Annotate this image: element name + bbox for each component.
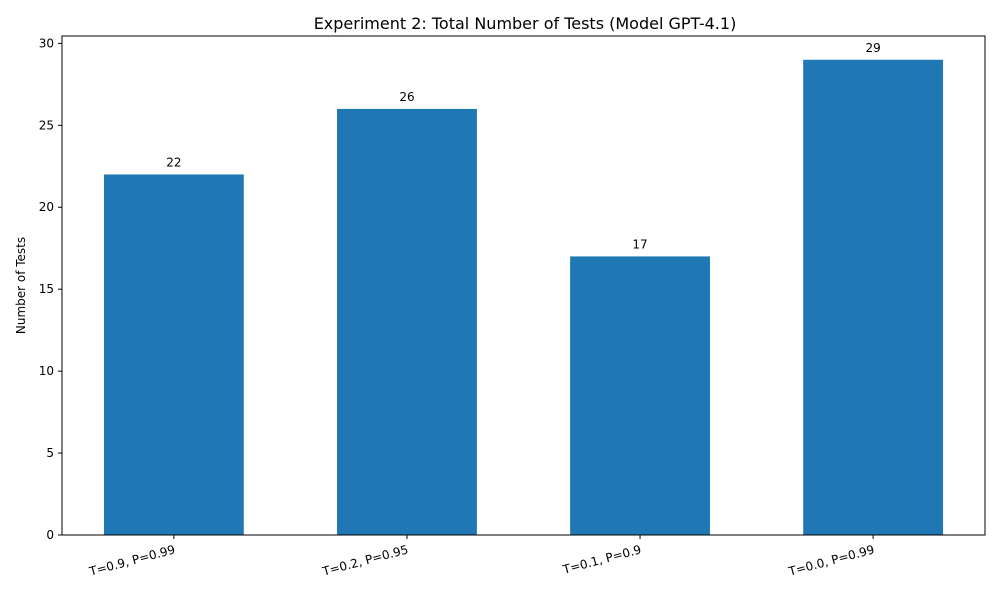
y-tick-label-1: 5 [46, 446, 54, 460]
y-tick-label-5: 25 [39, 118, 54, 132]
bar-value-label-1: 26 [399, 90, 414, 104]
bars [103, 59, 944, 536]
y-tick-label-0: 0 [46, 528, 54, 542]
x-tick-label-3: T=0.0, P=0.99 [786, 542, 876, 579]
chart-title: Experiment 2: Total Number of Tests (Mod… [314, 14, 737, 33]
data-labels: 22 26 17 29 [166, 41, 881, 252]
bar-0 [103, 174, 244, 535]
bar-2 [570, 256, 710, 535]
plot-frame [61, 35, 986, 536]
x-tick-label-0: T=0.9, P=0.99 [87, 542, 177, 579]
y-tick-label-2: 10 [39, 364, 54, 378]
y-axis-ticks: 0 5 10 15 20 25 30 [39, 36, 62, 542]
bar-value-label-2: 17 [632, 237, 647, 251]
bar-value-label-0: 22 [166, 155, 181, 169]
bar-3 [803, 59, 944, 536]
x-tick-label-1: T=0.2, P=0.95 [320, 542, 410, 579]
y-tick-label-3: 15 [39, 282, 54, 296]
x-axis-ticks: T=0.9, P=0.99 T=0.2, P=0.95 T=0.1, P=0.9 T=… [87, 535, 876, 579]
bar-1 [337, 108, 477, 535]
bar-value-label-3: 29 [865, 41, 880, 55]
plot-area: 22 26 17 29 0 5 10 15 20 25 30 T=0.9, P=0.99 T=0.2… [39, 35, 986, 579]
x-tick-label-2: T=0.1, P=0.9 [560, 542, 642, 577]
y-tick-label-4: 20 [39, 200, 54, 214]
y-axis-label: Number of Tests [14, 237, 28, 334]
y-tick-label-6: 30 [39, 36, 54, 50]
